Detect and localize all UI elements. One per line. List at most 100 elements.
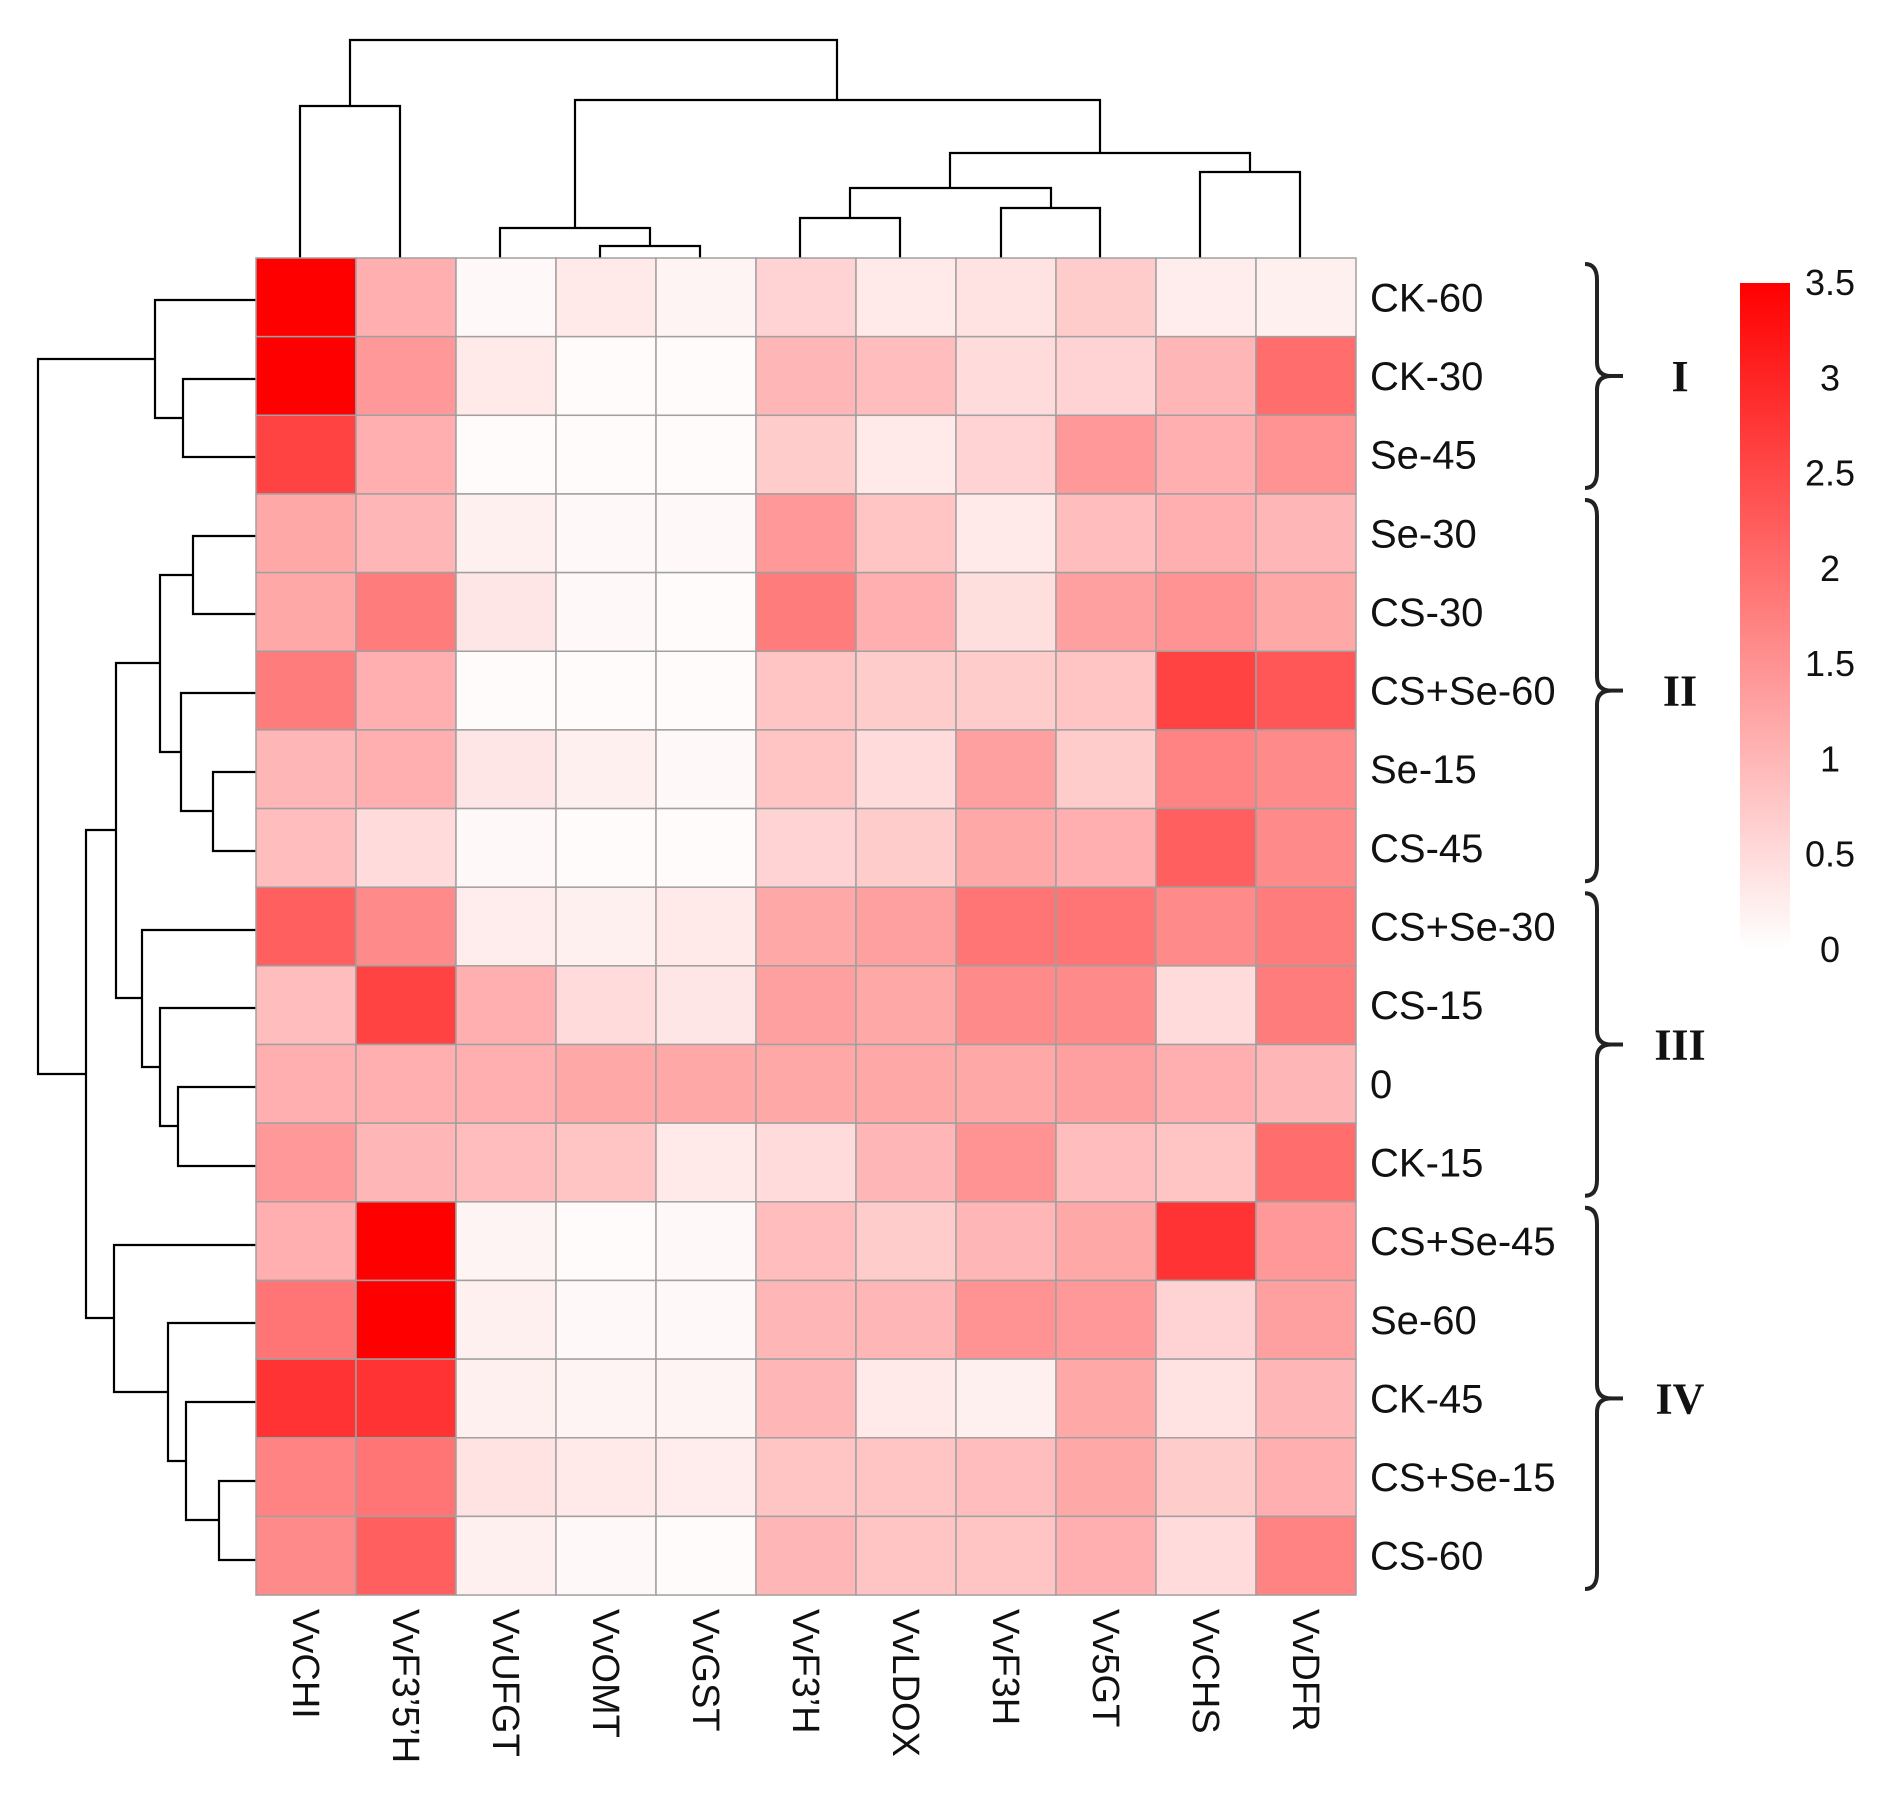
heatmap-cell bbox=[955, 257, 1057, 338]
color-scale-bar bbox=[1740, 283, 1790, 950]
heatmap-cell bbox=[1055, 729, 1157, 810]
row-label: CS+Se-45 bbox=[1370, 1220, 1556, 1264]
heatmap-cell bbox=[655, 729, 757, 810]
heatmap-cell bbox=[855, 1515, 957, 1596]
heatmap-cell bbox=[955, 1279, 1057, 1360]
heatmap-cell bbox=[355, 257, 457, 338]
heatmap-cell bbox=[255, 1358, 357, 1439]
heatmap-cell bbox=[555, 1279, 657, 1360]
heatmap-cell bbox=[955, 1358, 1057, 1439]
column-label: VvF3H bbox=[984, 1609, 1026, 1725]
heatmap-cell bbox=[955, 335, 1057, 417]
heatmap-cell bbox=[755, 257, 857, 338]
heatmap-cell bbox=[355, 965, 457, 1046]
heatmap-cell bbox=[355, 807, 457, 888]
heatmap-cell bbox=[255, 807, 357, 888]
heatmap-cell bbox=[555, 1358, 657, 1439]
heatmap-cell bbox=[455, 650, 557, 731]
row-label: CK-60 bbox=[1370, 276, 1483, 320]
heatmap-cell bbox=[755, 650, 857, 731]
heatmap-cell bbox=[955, 965, 1057, 1046]
group-brace bbox=[1584, 1205, 1612, 1592]
heatmap-cell bbox=[355, 335, 457, 417]
color-scale-ticks: 0 0.5 1 1.5 2 2.5 3 3.5 bbox=[1805, 262, 1855, 970]
heatmap-cell bbox=[755, 1043, 857, 1124]
heatmap-cell bbox=[255, 335, 357, 417]
group-label: I bbox=[1671, 352, 1688, 401]
group-brace bbox=[1584, 262, 1612, 490]
heatmap-cell bbox=[1255, 335, 1357, 417]
heatmap-cell bbox=[755, 493, 857, 574]
heatmap-cell bbox=[355, 1122, 457, 1203]
color-scale-tick-label: 3.5 bbox=[1805, 262, 1855, 303]
heatmap-cell bbox=[1255, 1122, 1357, 1203]
column-labels: VvCHI VvF3’5’H VvUFGT VvOMT VvGST VvF3’H VvLDO… bbox=[284, 1609, 1326, 1763]
group-brace bbox=[1584, 497, 1612, 884]
heatmap-cell bbox=[1255, 1043, 1357, 1124]
heatmap-cell bbox=[455, 965, 557, 1046]
heatmap-cell bbox=[955, 1201, 1057, 1282]
heatmap-cell bbox=[255, 1279, 357, 1360]
column-label: VvF3’5’H bbox=[384, 1609, 426, 1763]
heatmap-cell bbox=[1055, 1043, 1157, 1124]
heatmap-cell bbox=[955, 571, 1057, 652]
heatmap-cell bbox=[455, 1201, 557, 1282]
heatmap-cell bbox=[655, 1043, 757, 1124]
heatmap-cell bbox=[455, 886, 557, 967]
heatmap-cell bbox=[1255, 886, 1357, 967]
heatmap-cell bbox=[855, 257, 957, 338]
heatmap-cell bbox=[1055, 1201, 1157, 1282]
row-dendrogram bbox=[36, 298, 256, 1562]
heatmap-cell bbox=[1055, 1279, 1157, 1360]
column-label: VvCHS bbox=[1184, 1609, 1226, 1734]
heatmap-cell bbox=[755, 1437, 857, 1518]
heatmap-cell bbox=[255, 729, 357, 810]
heatmap-cell bbox=[455, 1515, 557, 1596]
column-label: VvOMT bbox=[584, 1609, 626, 1738]
heatmap-cell bbox=[1155, 493, 1257, 574]
column-label: Vv5GT bbox=[1084, 1609, 1126, 1727]
heatmap-cell bbox=[1255, 257, 1357, 338]
heatmap-cell bbox=[955, 1043, 1057, 1124]
heatmap-cell bbox=[855, 1122, 957, 1203]
heatmap-cell bbox=[855, 335, 957, 417]
color-scale-tick-label: 2 bbox=[1820, 548, 1840, 589]
heatmap-cell bbox=[255, 1201, 357, 1282]
heatmap-cell bbox=[1155, 414, 1257, 495]
column-label: VvF3’H bbox=[784, 1609, 826, 1734]
heatmap-cell bbox=[355, 729, 457, 810]
heatmap-cell bbox=[755, 335, 857, 417]
row-label: 0 bbox=[1370, 1063, 1392, 1107]
heatmap-cell bbox=[755, 965, 857, 1046]
heatmap-cell bbox=[555, 886, 657, 967]
heatmap-cell bbox=[455, 1043, 557, 1124]
heatmap-cell bbox=[255, 257, 357, 338]
heatmap-cell bbox=[1255, 414, 1357, 495]
heatmap-cell bbox=[655, 493, 757, 574]
heatmap-cell bbox=[355, 493, 457, 574]
heatmap-cell bbox=[1155, 1043, 1257, 1124]
heatmap-cell bbox=[655, 807, 757, 888]
heatmap-cell bbox=[755, 729, 857, 810]
heatmap-cell bbox=[855, 807, 957, 888]
heatmap-cell bbox=[655, 414, 757, 495]
heatmap-cell bbox=[255, 493, 357, 574]
heatmap-cell bbox=[755, 1515, 857, 1596]
heatmap-cell bbox=[755, 571, 857, 652]
heatmap-cell bbox=[555, 729, 657, 810]
heatmap-cell bbox=[655, 1201, 757, 1282]
group-brace bbox=[1584, 891, 1612, 1198]
heatmap-cell bbox=[855, 1043, 957, 1124]
heatmap-cell bbox=[555, 1201, 657, 1282]
heatmap-cell bbox=[1055, 1437, 1157, 1518]
row-label: CS+Se-15 bbox=[1370, 1456, 1556, 1500]
row-label: CS+Se-60 bbox=[1370, 670, 1556, 714]
row-label: CS-15 bbox=[1370, 984, 1483, 1028]
heatmap-cells bbox=[255, 257, 1357, 1596]
heatmap-cell bbox=[1055, 1358, 1157, 1439]
heatmap-cell bbox=[755, 414, 857, 495]
heatmap-cell bbox=[1155, 886, 1257, 967]
heatmap-cell bbox=[1255, 729, 1357, 810]
heatmap-cell bbox=[455, 1279, 557, 1360]
heatmap-cell bbox=[255, 571, 357, 652]
